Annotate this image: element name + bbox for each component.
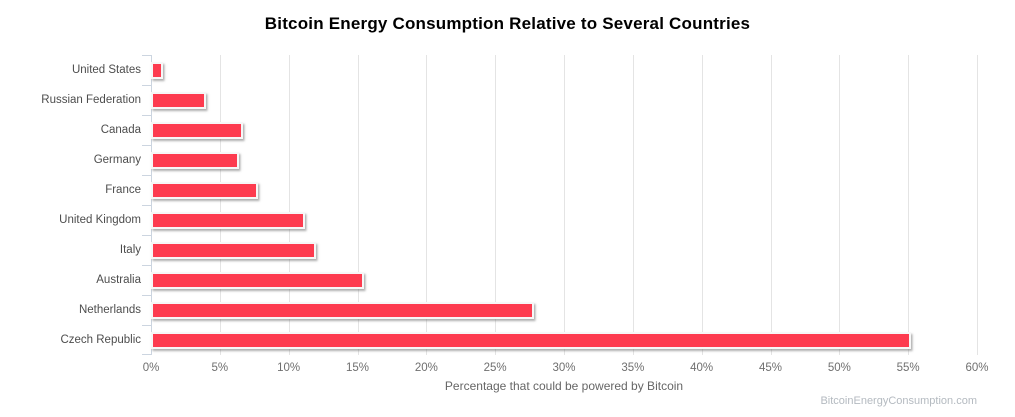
x-tick-label: 30% xyxy=(552,362,576,374)
x-tick-label: 10% xyxy=(277,362,301,374)
gridline xyxy=(632,55,634,355)
y-axis-tick xyxy=(142,55,151,56)
bar xyxy=(151,272,365,289)
category-label: Netherlands xyxy=(78,304,141,316)
gridline xyxy=(839,55,841,355)
category-label: United States xyxy=(71,64,141,76)
x-tick-label: 0% xyxy=(142,362,160,374)
chart-title: Bitcoin Energy Consumption Relative to S… xyxy=(264,14,751,33)
y-axis-tick xyxy=(142,235,151,236)
x-tick-label: 5% xyxy=(211,362,229,374)
x-tick-label: 25% xyxy=(483,362,507,374)
gridline xyxy=(701,55,703,355)
x-tick-label: 40% xyxy=(690,362,714,374)
x-tick-label: 60% xyxy=(965,362,989,374)
x-tick-label: 20% xyxy=(414,362,438,374)
gridline xyxy=(288,55,290,355)
bar xyxy=(151,212,306,229)
category-label: France xyxy=(105,184,141,196)
gridline xyxy=(219,55,221,355)
x-tick-label: 35% xyxy=(621,362,645,374)
y-axis-tick xyxy=(142,325,151,326)
watermark: BitcoinEnergyConsumption.com xyxy=(820,395,977,407)
y-axis-tick xyxy=(142,265,151,266)
gridline xyxy=(495,55,497,355)
bar xyxy=(151,62,164,79)
y-axis-tick xyxy=(142,85,151,86)
x-tick-label: 50% xyxy=(827,362,851,374)
bar xyxy=(151,242,317,259)
gridline xyxy=(908,55,910,355)
y-axis-tick xyxy=(142,295,151,296)
bar xyxy=(151,92,207,109)
y-axis-line xyxy=(151,55,152,355)
y-axis-tick xyxy=(142,205,151,206)
gridline xyxy=(564,55,565,355)
category-label: Italy xyxy=(119,244,141,256)
gridline xyxy=(426,55,428,355)
bar xyxy=(151,332,911,349)
plot-area xyxy=(142,55,978,355)
category-label: Czech Republic xyxy=(60,334,141,346)
bar xyxy=(151,302,534,319)
bar xyxy=(151,182,259,199)
category-label: Germany xyxy=(93,154,141,166)
gridline xyxy=(977,55,978,355)
y-axis-tick xyxy=(142,115,151,116)
bar xyxy=(151,152,240,169)
category-label: Australia xyxy=(96,274,141,286)
x-tick-label: 55% xyxy=(896,362,920,374)
y-axis-tick xyxy=(142,354,151,355)
bar xyxy=(151,122,244,139)
y-axis-tick xyxy=(142,175,151,176)
gridline xyxy=(357,55,359,355)
x-tick-label: 45% xyxy=(758,362,783,374)
gridline xyxy=(770,55,772,355)
category-label: Russian Federation xyxy=(41,94,141,106)
y-axis-tick xyxy=(142,145,151,146)
x-tick-label: 15% xyxy=(345,362,370,374)
category-label: Canada xyxy=(100,124,141,136)
category-label: United Kingdom xyxy=(59,214,141,226)
x-axis-title: Percentage that could be powered by Bitc… xyxy=(444,379,684,393)
